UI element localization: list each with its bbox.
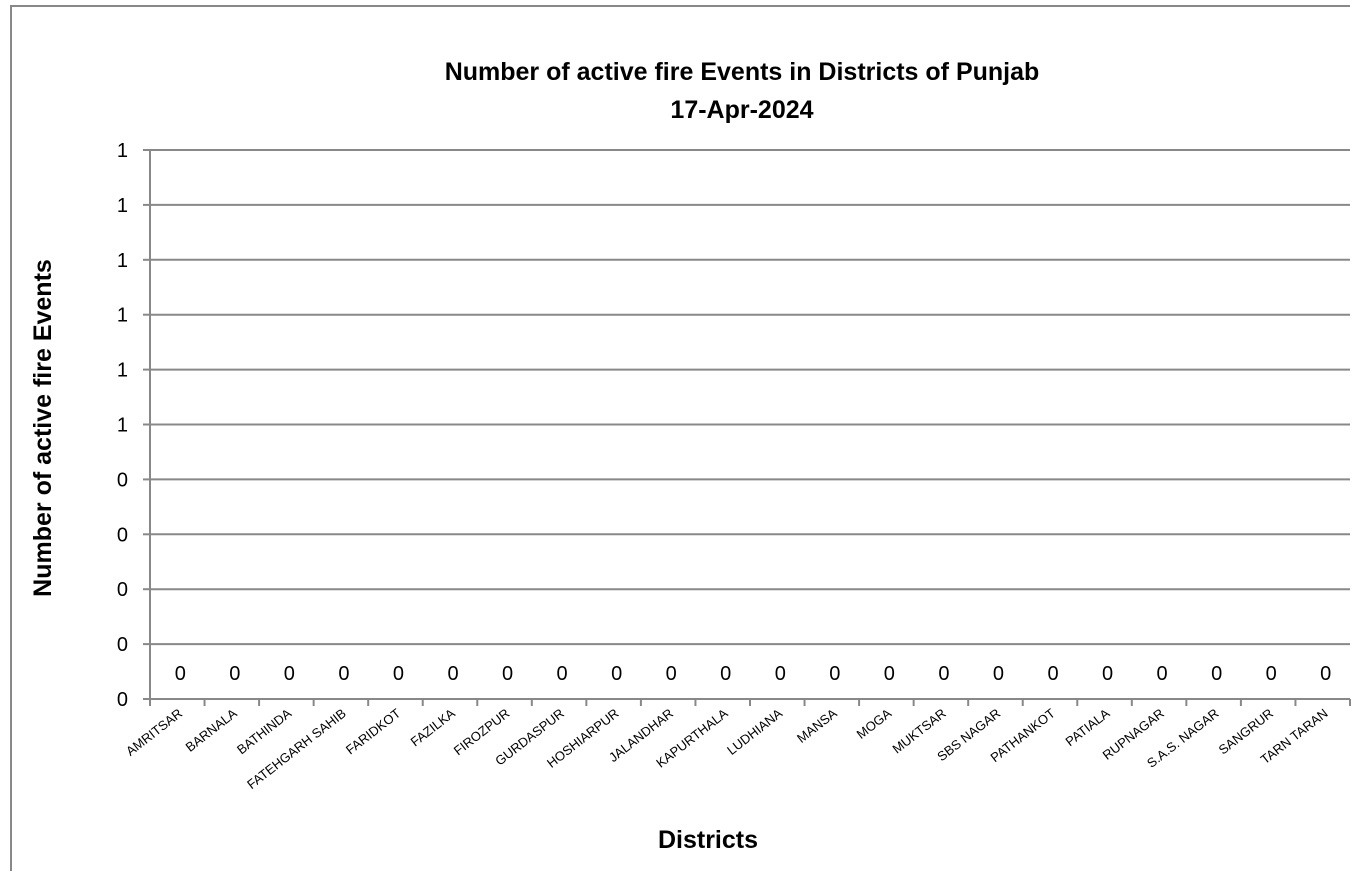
chart-subtitle: 17-Apr-2024 bbox=[670, 96, 813, 124]
x-axis-title: Districts bbox=[658, 826, 758, 854]
x-tick-label: LUDHIANA bbox=[724, 705, 785, 757]
x-tick-label: MANSA bbox=[794, 705, 840, 745]
data-label: 0 bbox=[1211, 663, 1222, 685]
data-label: 0 bbox=[884, 663, 895, 685]
data-label: 0 bbox=[993, 663, 1004, 685]
y-tick-label: 1 bbox=[117, 360, 128, 382]
data-label: 0 bbox=[666, 663, 677, 685]
y-tick-labels: 0 0 0 0 0 1 1 1 1 1 1 bbox=[117, 140, 128, 711]
data-label: 0 bbox=[1102, 663, 1113, 685]
data-label: 0 bbox=[502, 663, 513, 685]
data-label: 0 bbox=[393, 663, 404, 685]
chart-frame bbox=[10, 5, 1350, 871]
y-tick-label: 1 bbox=[117, 250, 128, 272]
data-label: 0 bbox=[938, 663, 949, 685]
y-tick-label: 0 bbox=[117, 689, 128, 711]
data-label: 0 bbox=[1047, 663, 1058, 685]
data-label: 0 bbox=[229, 663, 240, 685]
y-tick-label: 0 bbox=[117, 469, 128, 491]
y-tick-label: 1 bbox=[117, 415, 128, 437]
data-label: 0 bbox=[1320, 663, 1331, 685]
data-label: 0 bbox=[1266, 663, 1277, 685]
gridlines bbox=[143, 149, 1350, 700]
y-tick-label: 0 bbox=[117, 634, 128, 656]
y-tick-label: 0 bbox=[117, 579, 128, 601]
x-tick-label: FARIDKOT bbox=[343, 706, 404, 758]
axes bbox=[149, 150, 1351, 706]
data-label: 0 bbox=[338, 663, 349, 685]
data-label: 0 bbox=[775, 663, 786, 685]
y-tick-label: 1 bbox=[117, 305, 128, 327]
y-tick-label: 0 bbox=[117, 524, 128, 546]
data-label: 0 bbox=[611, 663, 622, 685]
x-tick-label: FATEHGARH SAHIB bbox=[244, 706, 349, 792]
data-label: 0 bbox=[284, 663, 295, 685]
x-tick-label: BARNALA bbox=[183, 705, 240, 754]
data-labels: 0 0 0 0 0 0 0 0 0 0 0 0 0 0 0 0 0 0 0 0 0 0 bbox=[175, 663, 1332, 685]
x-tick-label: AMRITSAR bbox=[123, 706, 185, 759]
x-tick-label: PATIALA bbox=[1063, 705, 1113, 749]
y-axis-title: Number of active fire Events bbox=[29, 259, 57, 597]
data-label: 0 bbox=[447, 663, 458, 685]
chart-title: Number of active fire Events in District… bbox=[445, 58, 1040, 86]
x-tick-label: FAZILKA bbox=[408, 705, 458, 749]
y-tick-label: 1 bbox=[117, 140, 128, 162]
data-label: 0 bbox=[829, 663, 840, 685]
data-label: 0 bbox=[720, 663, 731, 685]
y-tick-label: 1 bbox=[117, 195, 128, 217]
x-tick-label: MOGA bbox=[854, 705, 895, 741]
data-label: 0 bbox=[557, 663, 568, 685]
data-label: 0 bbox=[175, 663, 186, 685]
data-label: 0 bbox=[1157, 663, 1168, 685]
